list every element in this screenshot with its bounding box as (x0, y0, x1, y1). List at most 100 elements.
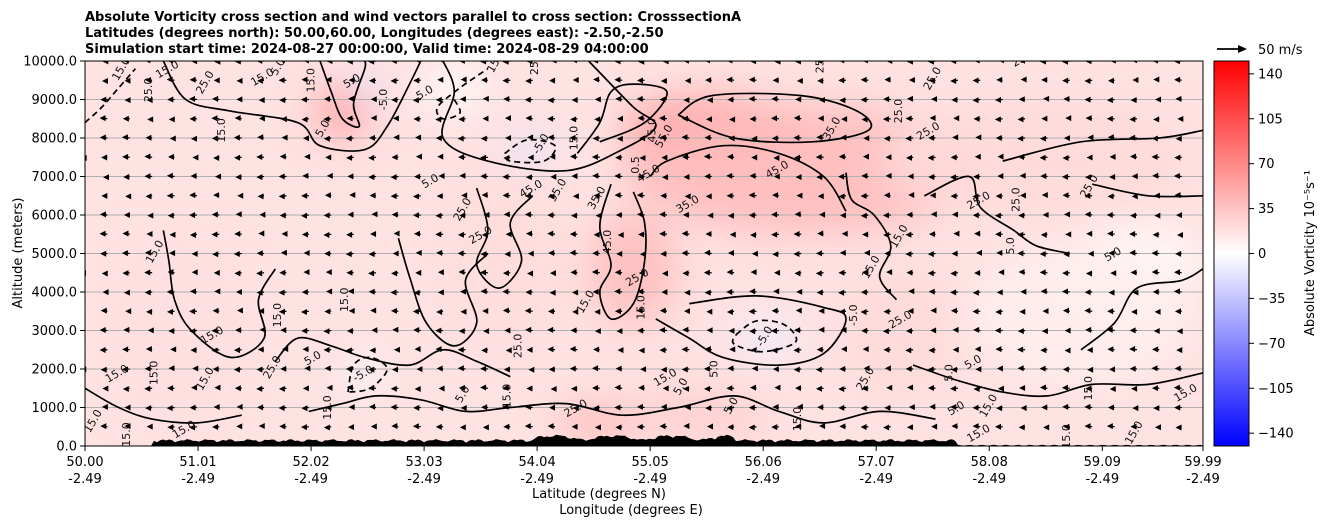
wind-vector-178 (703, 365, 712, 372)
wind-vector-505 (189, 231, 198, 238)
wind-vector-head-513 (370, 231, 377, 238)
wind-vector-head-962 (346, 61, 353, 65)
wind-vector-head-550 (77, 211, 83, 217)
wind-vector-623 (593, 192, 600, 199)
wind-vector-head-313 (370, 307, 377, 314)
wind-vector-head-994 (1061, 61, 1068, 65)
wind-vector-head-651 (103, 174, 110, 181)
wind-vector-head-993 (1039, 61, 1046, 65)
wind-vector-357 (235, 288, 242, 295)
wind-vector-925 (636, 77, 645, 84)
wind-vector-926 (660, 77, 668, 84)
wind-vector-head-210 (302, 346, 309, 353)
wind-vector-196 (1108, 366, 1115, 373)
wind-vector-534 (841, 230, 848, 237)
wind-vector-head-481 (772, 251, 779, 258)
wind-vector-head-652 (123, 173, 130, 180)
wind-vector-200 (85, 349, 86, 351)
wind-vector-head-684 (838, 173, 845, 180)
wind-vector-head-412 (346, 269, 353, 276)
wind-vector-head-605 (189, 192, 196, 199)
wind-vector-51 (101, 403, 108, 410)
wind-vector-head-264 (392, 326, 399, 333)
wind-vector-328 (706, 308, 713, 315)
wind-vector-head-939 (950, 77, 957, 84)
wind-vector-933 (817, 77, 824, 84)
wind-vector-head-467 (457, 250, 464, 257)
wind-vector-head-225 (638, 347, 645, 354)
wind-vector-head-288 (930, 327, 937, 334)
x-tick-label-lat-4: 54.04 (519, 455, 556, 470)
wind-vector-696 (1109, 173, 1116, 180)
wind-vector-658 (256, 174, 265, 181)
wind-vector-head-670 (525, 174, 532, 181)
wind-vector-700 (85, 154, 87, 161)
wind-vector-633 (817, 193, 824, 200)
wind-vector-head-74 (614, 404, 621, 411)
wind-vector-260 (301, 327, 309, 334)
wind-vector-head-567 (459, 212, 466, 219)
wind-vector-858 (258, 97, 265, 104)
wind-vector-793 (1039, 135, 1048, 142)
wind-vector-head-631 (772, 192, 779, 199)
wind-vector-728 (703, 153, 712, 160)
wind-vector-179 (727, 365, 735, 372)
wind-vector-320 (524, 307, 533, 314)
wind-vector-head-157 (233, 366, 240, 373)
wind-vector-head-713 (368, 154, 375, 161)
wind-vector-142 (1019, 384, 1026, 391)
wind-vector-head-20 (524, 423, 531, 430)
wind-vector-head-539 (953, 230, 960, 237)
wind-vector-head-974 (614, 61, 621, 65)
wind-vector-392 (1020, 288, 1027, 295)
wind-vector-636 (883, 192, 891, 199)
wind-vector-874 (615, 95, 623, 102)
wind-vector-head-341 (995, 308, 1002, 315)
wind-vector-559 (279, 212, 287, 219)
wind-vector-265 (413, 326, 421, 333)
wind-vector-288 (930, 327, 937, 334)
wind-vector-889 (951, 96, 958, 103)
wind-vector-302 (125, 308, 132, 315)
wind-vector-head-673 (592, 172, 599, 179)
wind-vector-319 (502, 307, 511, 314)
wind-vector-head-870 (524, 96, 531, 103)
wind-vector-335 (860, 308, 869, 315)
wind-vector-854 (167, 96, 175, 103)
wind-vector-156 (212, 366, 220, 373)
wind-vector-568 (483, 211, 490, 218)
colorbar-tick-label-3: 35 (1258, 202, 1275, 217)
wind-vector-head-548 (1152, 231, 1159, 238)
wind-vector-490 (976, 249, 983, 256)
wind-vector-455 (191, 250, 198, 257)
wind-vector-93 (1041, 404, 1048, 411)
wind-vector-head-426 (662, 270, 669, 277)
wind-vector-578 (707, 212, 714, 219)
wind-vector-289 (952, 326, 959, 333)
wind-vector-525 (638, 231, 645, 238)
wind-vector-720 (527, 154, 534, 161)
wind-vector-296 (1106, 326, 1115, 333)
wind-vector-57 (236, 403, 243, 410)
wind-vector-head-463 (368, 251, 375, 258)
wind-vector-head-858 (258, 97, 265, 104)
wind-vector-head-499 (1175, 250, 1182, 257)
wind-vector-head-511 (323, 231, 330, 238)
wind-vector-head-424 (614, 269, 621, 276)
wind-vector-778 (704, 134, 712, 141)
wind-vector-head-384 (838, 289, 845, 296)
wind-vector-710 (304, 153, 311, 160)
wind-vector-head-866 (435, 96, 442, 103)
wind-vector-head-520 (525, 230, 532, 237)
wind-vector-715 (415, 153, 422, 160)
wind-vector-head-381 (773, 288, 780, 295)
wind-vector-114 (390, 385, 399, 392)
wind-vector-960 (304, 61, 309, 64)
wind-vector-817 (458, 116, 466, 123)
wind-vector-814 (392, 115, 399, 122)
wind-vector-head-268 (483, 328, 490, 335)
wind-vector-514 (393, 230, 400, 237)
wind-vector-head-124 (614, 384, 621, 391)
wind-vector-head-979 (727, 61, 733, 64)
